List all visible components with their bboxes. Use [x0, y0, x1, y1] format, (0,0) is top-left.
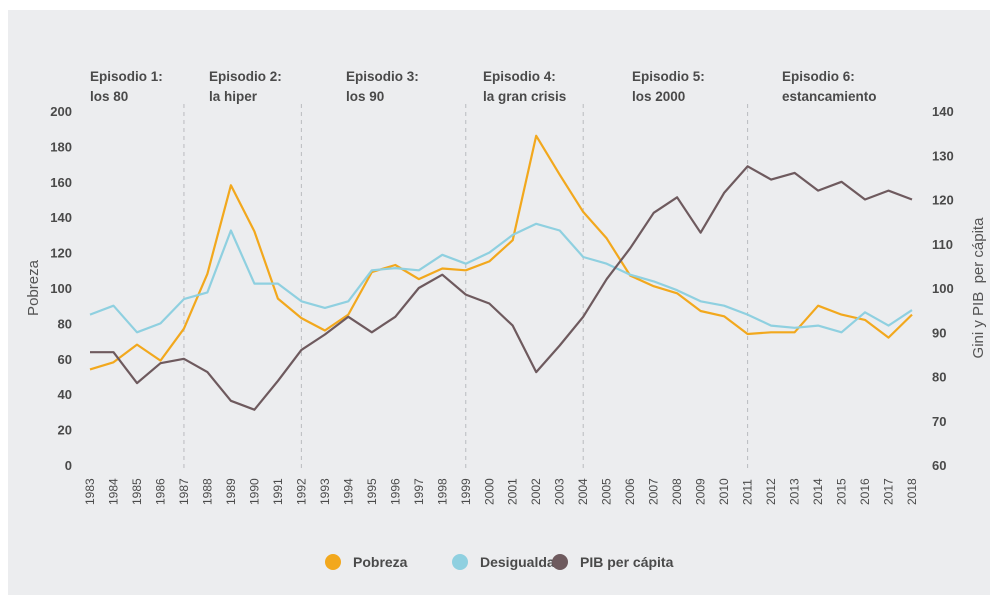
y-right-tick-label: 60 [932, 458, 946, 473]
episode-subtitle: estancamiento [782, 89, 877, 104]
x-tick-label: 2000 [482, 478, 496, 505]
x-tick-label: 1997 [412, 478, 426, 505]
episode-subtitle: los 2000 [632, 89, 685, 104]
episode-title: Episodio 5: [632, 69, 705, 84]
y-left-tick-label: 40 [58, 387, 72, 402]
x-tick-label: 1992 [294, 478, 308, 505]
y-left-tick-label: 60 [58, 352, 72, 367]
x-tick-label: 2013 [788, 478, 802, 505]
legend-label: Desigualdad [480, 554, 563, 570]
y-right-tick-label: 80 [932, 370, 946, 385]
x-tick-label: 2007 [647, 478, 661, 505]
y-right-tick-label: 130 [932, 148, 954, 163]
x-tick-label: 1988 [200, 478, 214, 505]
x-tick-label: 2017 [882, 478, 896, 505]
episode-title: Episodio 3: [346, 69, 419, 84]
x-tick-label: 2016 [858, 478, 872, 505]
legend-label: Pobreza [353, 554, 408, 570]
y-left-tick-label: 140 [50, 210, 72, 225]
episode-title: Episodio 1: [90, 69, 163, 84]
x-tick-label: 1983 [83, 478, 97, 505]
y-left-tick-label: 180 [50, 139, 72, 154]
x-tick-label: 1996 [388, 478, 402, 505]
y-right-tick-label: 100 [932, 281, 954, 296]
x-tick-label: 2002 [529, 478, 543, 505]
legend-label: PIB per cápita [580, 554, 674, 570]
x-tick-label: 1989 [224, 478, 238, 505]
x-tick-label: 2010 [717, 478, 731, 505]
x-tick-label: 1986 [153, 478, 167, 505]
x-tick-label: 1993 [318, 478, 332, 505]
series-line-pobreza [89, 134, 913, 371]
x-tick-label: 2006 [623, 478, 637, 505]
x-tick-label: 1990 [247, 478, 261, 505]
y-left-tick-label: 200 [50, 104, 72, 119]
episode-subtitle: los 90 [346, 89, 384, 104]
episode-title: Episodio 6: [782, 69, 855, 84]
y-axis-left-title: Pobreza [25, 259, 42, 316]
x-tick-label: 1991 [271, 478, 285, 505]
y-right-tick-label: 120 [932, 193, 954, 208]
y-axis-right-title: Gini y PIB per cápita [970, 217, 987, 359]
y-left-tick-label: 120 [50, 246, 72, 261]
y-right-tick-label: 90 [932, 325, 946, 340]
episode-title: Episodio 2: [209, 69, 282, 84]
y-left-tick-label: 0 [65, 458, 72, 473]
x-tick-label: 2003 [553, 478, 567, 505]
y-axis-right: 60 70 80 90 100 110 120 130 140 [932, 104, 954, 473]
x-tick-label: 1984 [106, 478, 120, 505]
x-tick-label: 2008 [670, 478, 684, 505]
x-tick-label: 2004 [576, 478, 590, 505]
x-tick-label: 1998 [435, 478, 449, 505]
series-lines [89, 134, 913, 411]
y-right-tick-label: 110 [932, 237, 953, 252]
y-left-tick-label: 160 [50, 175, 72, 190]
series-line-pib-per-c-pita [90, 165, 913, 411]
x-tick-label: 2011 [741, 479, 755, 505]
episode-labels: Episodio 1: los 80 Episodio 2: la hiper Epis… [90, 69, 877, 104]
x-tick-label: 1999 [459, 478, 473, 505]
series-line-desigualdad [89, 222, 913, 334]
x-tick-label: 2014 [811, 478, 825, 505]
legend-swatch [325, 554, 341, 570]
episode-subtitle: los 80 [90, 89, 128, 104]
x-tick-label: 1994 [341, 478, 355, 505]
x-tick-label: 2018 [905, 478, 919, 505]
x-tick-label: 1987 [177, 478, 191, 505]
episode-subtitle: la hiper [209, 89, 258, 104]
legend-swatch [552, 554, 568, 570]
x-axis: 1983 1984 1985 1986 1987 1988 1989 1990 1991 1992… [83, 478, 919, 505]
legend-swatch [452, 554, 468, 570]
x-tick-label: 1985 [130, 478, 144, 505]
x-tick-label: 2012 [764, 478, 778, 505]
y-left-tick-label: 80 [58, 316, 72, 331]
x-tick-label: 2001 [506, 478, 520, 505]
legend: Pobreza Desigualdad PIB per cápita [325, 554, 674, 570]
x-tick-label: 2009 [694, 478, 708, 505]
x-tick-label: 2005 [600, 478, 614, 505]
episode-title: Episodio 4: [483, 69, 556, 84]
y-axis-left: 0 20 40 60 80 100 120 140 160 180 200 [50, 104, 72, 473]
y-left-tick-label: 100 [50, 281, 72, 296]
y-left-tick-label: 20 [58, 423, 72, 438]
x-tick-label: 2015 [835, 478, 849, 505]
episode-subtitle: la gran crisis [483, 89, 566, 104]
y-right-tick-label: 70 [932, 414, 946, 429]
chart-panel [8, 10, 990, 595]
y-right-tick-label: 140 [932, 104, 954, 119]
x-tick-label: 1995 [365, 478, 379, 505]
